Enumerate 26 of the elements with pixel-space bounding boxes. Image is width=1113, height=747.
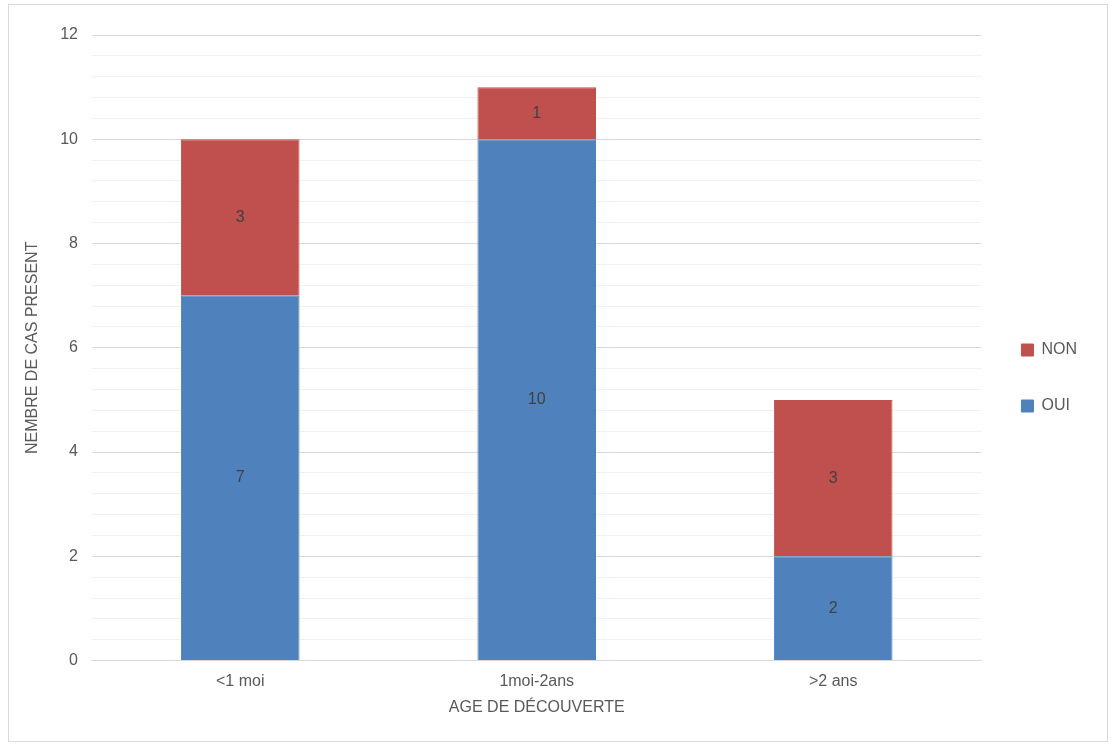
x-tick-label: <1 moi	[216, 671, 265, 689]
bar	[180, 139, 300, 296]
y-tick-label: 8	[69, 233, 79, 251]
x-tick-label: 1moi-2ans	[499, 671, 575, 689]
bar	[180, 295, 300, 661]
bar	[773, 399, 893, 557]
x-tick-label: >2 ans	[808, 671, 858, 689]
x-axis-title: AGE DE DÉCOUVERTE	[448, 696, 625, 715]
y-tick-label: 2	[69, 546, 79, 564]
y-axis-title: NEMBRE DE CAS PRESENT	[23, 241, 41, 455]
data-label: 2	[828, 598, 838, 616]
data-label: 1	[532, 103, 542, 121]
y-tick-label: 12	[60, 25, 79, 43]
bar	[773, 556, 893, 661]
legend-label: OUI	[1041, 396, 1070, 414]
data-label: 3	[828, 468, 838, 486]
legend-label: NON	[1041, 340, 1078, 358]
bar	[477, 87, 597, 140]
data-label: 3	[235, 207, 245, 225]
data-label: 10	[527, 390, 546, 408]
data-label: 7	[235, 468, 245, 486]
bar	[477, 139, 597, 661]
y-tick-label: 6	[69, 338, 79, 356]
y-tick-label: 10	[60, 129, 79, 147]
y-tick-label: 0	[69, 651, 79, 669]
y-tick-label: 4	[69, 442, 79, 460]
